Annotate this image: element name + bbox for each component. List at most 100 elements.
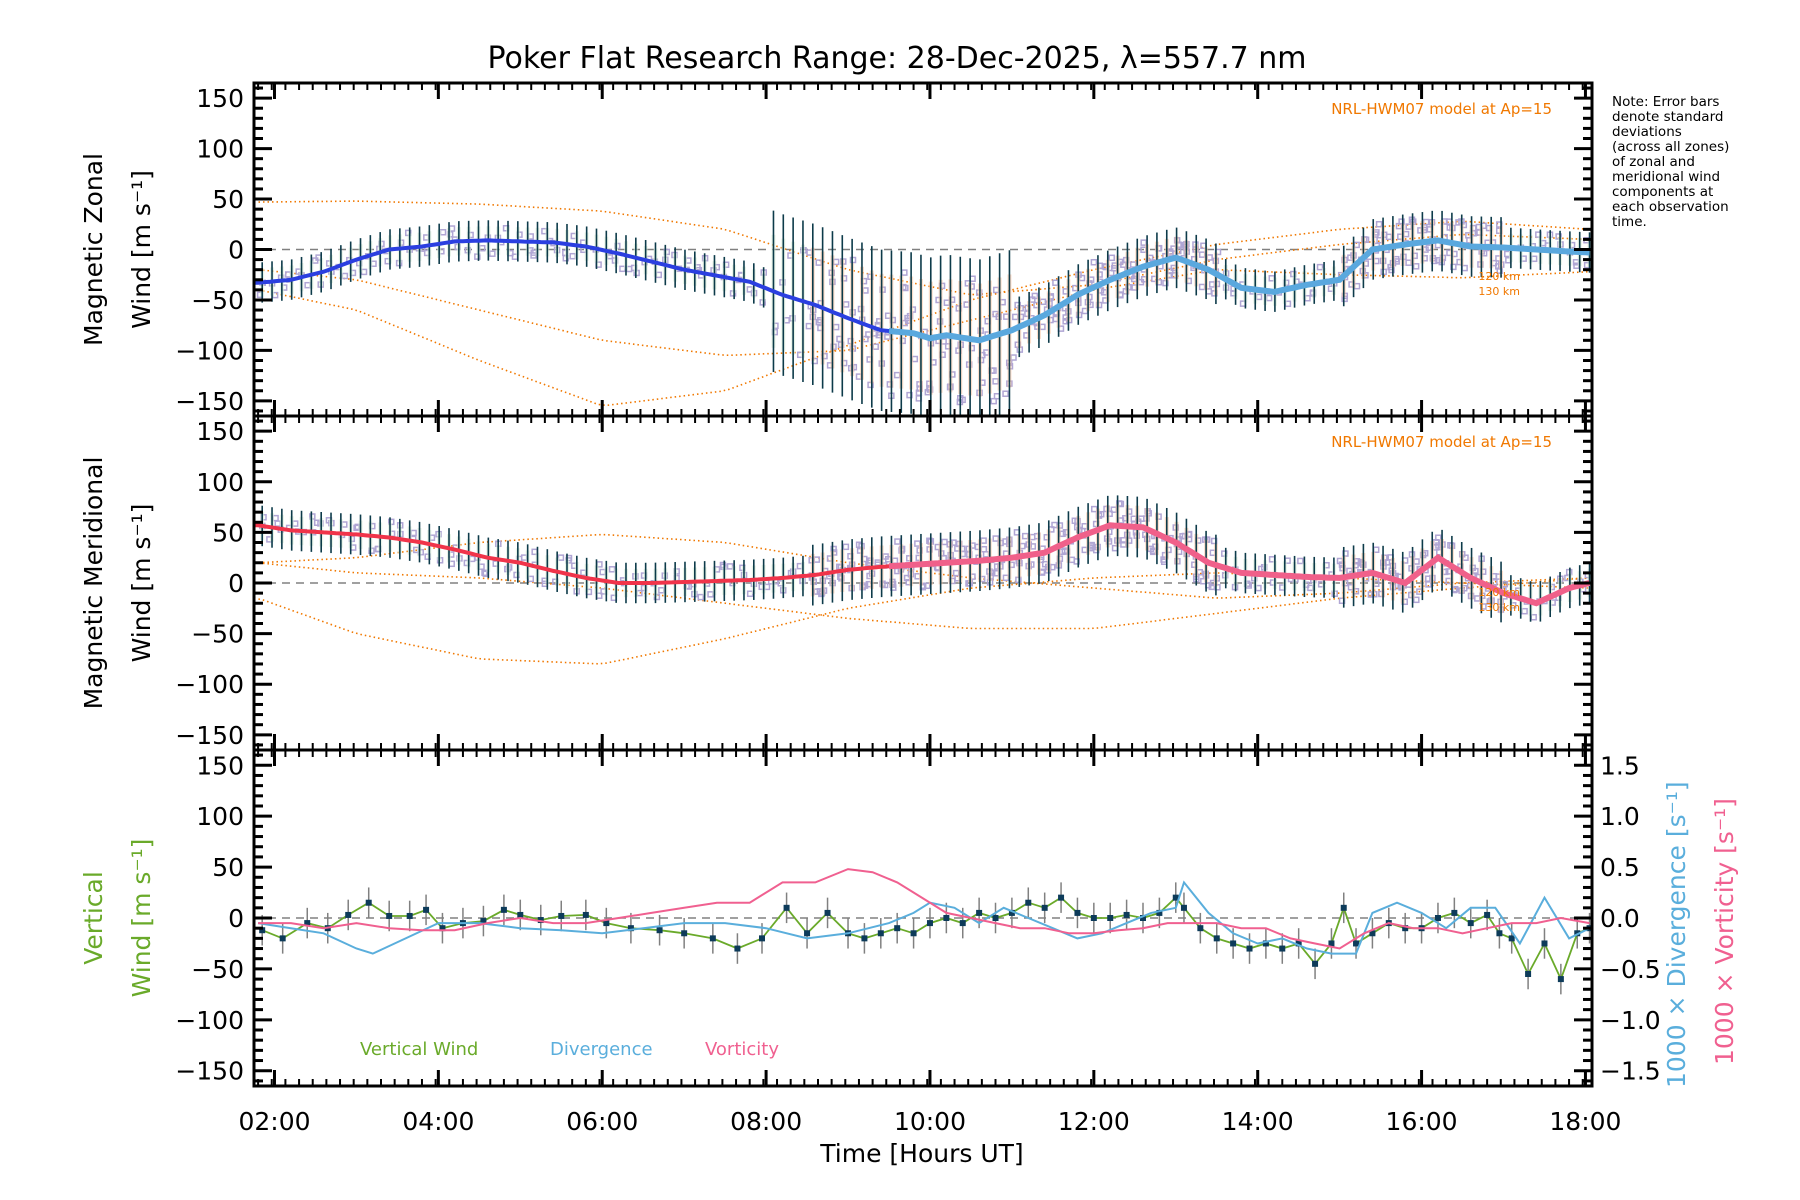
model-curve — [254, 572, 1590, 665]
observation-marker — [489, 250, 496, 257]
vertical-wind-marker — [304, 920, 311, 927]
observation-marker — [1010, 354, 1017, 361]
note-line: components at — [1612, 184, 1714, 200]
vertical-wind-marker — [1369, 930, 1376, 937]
y-tick-label: −50 — [191, 286, 244, 315]
right-tick-label: 1.0 — [1600, 802, 1640, 831]
observation-marker — [980, 545, 988, 553]
vertical-wind-marker — [894, 925, 901, 932]
observation-marker — [410, 529, 417, 537]
legend-entry: Vertical Wind — [360, 1039, 478, 1060]
observation-marker — [1073, 558, 1080, 565]
vertical-wind-marker — [1434, 915, 1441, 921]
plot-area-vertical — [254, 868, 1592, 995]
x-tick-label: 16:00 — [1386, 1107, 1458, 1136]
vertical-wind-marker — [709, 935, 716, 942]
model-curve — [254, 562, 1590, 630]
right-tick-label: 0.5 — [1600, 853, 1640, 882]
observation-marker — [1051, 521, 1058, 529]
observation-marker — [1198, 283, 1206, 291]
vertical-wind-marker — [1508, 935, 1515, 942]
y-tick-label: 100 — [196, 802, 244, 831]
vertical-wind-marker — [1340, 904, 1347, 911]
y-tick-label: 0 — [228, 569, 244, 598]
observation-marker — [1405, 259, 1412, 266]
vertical-wind-marker — [877, 930, 884, 937]
y-tick-label: −100 — [175, 670, 244, 699]
observation-marker — [1452, 585, 1459, 593]
observation-marker — [990, 397, 997, 405]
y-axis-label: Wind [m s⁻¹] — [127, 839, 156, 998]
vertical-wind-marker — [259, 927, 266, 934]
note-line: of zonal and — [1612, 154, 1695, 170]
vertical-wind-marker — [1172, 894, 1179, 901]
vertical-wind-marker — [910, 930, 917, 937]
observation-marker — [1265, 294, 1273, 302]
vertical-wind-marker — [279, 935, 286, 942]
observation-marker — [658, 587, 665, 594]
y-axis-label: Magnetic Zonal — [79, 153, 108, 346]
vorticity-line — [258, 868, 1590, 950]
divergence-axis-label: 1000 × Divergence [s⁻¹] — [1662, 781, 1691, 1088]
observation-marker — [813, 556, 821, 563]
plot-area-meridional — [254, 495, 1592, 665]
vertical-wind-marker — [1353, 940, 1360, 947]
vertical-wind-marker — [1541, 940, 1548, 947]
legend-entry: Divergence — [550, 1039, 653, 1060]
vertical-wind-marker — [439, 925, 446, 932]
model-altitude-label: 130 km — [1478, 601, 1520, 614]
vertical-wind-marker — [1262, 940, 1269, 947]
vertical-wind-marker — [804, 930, 811, 937]
vertical-wind-marker — [1123, 911, 1130, 918]
observation-marker — [353, 524, 360, 532]
vertical-wind-marker — [1295, 940, 1302, 947]
vertical-wind-marker — [734, 945, 741, 952]
vertical-wind-marker — [976, 909, 983, 916]
observation-marker — [906, 391, 913, 399]
note-line: deviations — [1612, 124, 1682, 140]
observation-marker — [1022, 532, 1029, 540]
vertical-wind-marker — [480, 918, 487, 925]
note-line: denote standard — [1612, 109, 1724, 125]
vertical-wind-marker — [423, 906, 430, 913]
observation-marker — [1255, 293, 1263, 301]
model-curve — [254, 220, 1590, 407]
model-label: NRL-HWM07 model at Ap=15 — [1331, 433, 1552, 451]
observation-marker — [923, 582, 931, 590]
vertical-wind-line — [261, 896, 1590, 982]
x-tick-label: 02:00 — [238, 1107, 310, 1136]
observation-marker — [1521, 607, 1528, 615]
vertical-wind-marker — [582, 911, 589, 918]
vertical-wind-marker — [1139, 915, 1146, 921]
observation-marker — [1435, 534, 1442, 541]
observation-marker — [872, 343, 879, 350]
observation-marker — [1059, 530, 1066, 538]
observation-marker — [1052, 279, 1059, 286]
plot-area-zonal — [254, 200, 1592, 416]
observation-marker — [1120, 537, 1127, 544]
vertical-wind-marker — [943, 915, 950, 921]
observation-marker — [569, 252, 576, 260]
x-tick-label: 06:00 — [566, 1107, 638, 1136]
vorticity-axis-label: 1000 × Vorticity [s⁻¹] — [1710, 798, 1739, 1065]
vertical-wind-marker — [1041, 904, 1048, 911]
y-axis-label: Vertical — [79, 871, 108, 965]
y-tick-label: −50 — [191, 620, 244, 649]
model-altitude-label: 130 km — [1478, 285, 1520, 298]
observation-marker — [1450, 263, 1457, 271]
divergence-line — [257, 880, 1590, 955]
vertical-wind-marker — [1213, 935, 1220, 942]
observation-marker — [815, 259, 823, 266]
panel-meridional: NRL-HWM07 model at Ap=15 120 km 130 km −150… — [79, 414, 1594, 752]
observation-marker — [1198, 251, 1206, 258]
chart-title: Poker Flat Research Range: 28-Dec-2025, … — [488, 41, 1307, 76]
vertical-wind-marker — [1312, 960, 1319, 967]
vertical-wind-marker — [861, 935, 868, 942]
wind-fit-line — [888, 237, 1590, 344]
observation-marker — [1425, 575, 1432, 582]
observation-marker — [1425, 581, 1432, 588]
vertical-wind-marker — [1484, 911, 1491, 918]
observation-marker — [1039, 298, 1047, 306]
vertical-wind-marker — [603, 920, 610, 927]
observation-marker — [746, 286, 754, 293]
